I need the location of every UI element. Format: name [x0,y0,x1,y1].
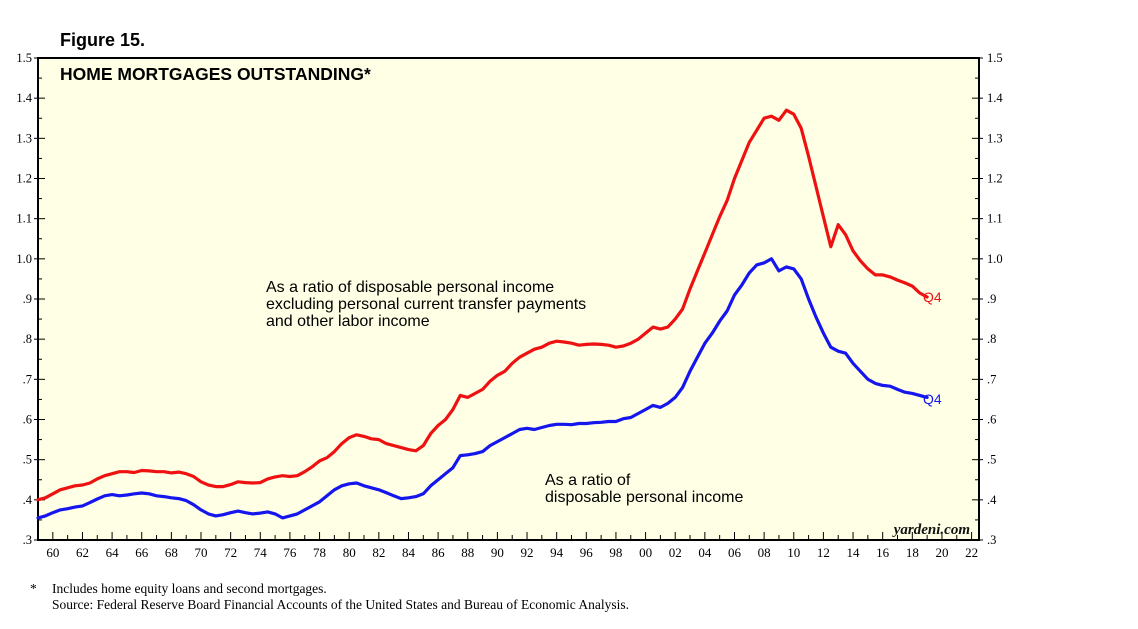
x-tick-label: 08 [758,545,771,560]
footnote-source: Source: Federal Reserve Board Financial … [52,597,629,612]
red-series-label-line-3: and other labor income [266,313,430,330]
x-tick-label: 04 [698,545,712,560]
x-tick-label: 94 [550,545,564,560]
y-axis-left-labels: .3 .4 .5 .6 .7 .8 .9 1.0 1.1 1.2 1.3 1.4 1.5 [16,51,32,547]
x-tick-label: 90 [491,545,504,560]
y-tick-label-left: 1.3 [16,131,32,145]
figure-label: Figure 15. [60,30,146,50]
red-series-label-line-2: excluding personal current transfer paym… [266,296,586,313]
x-tick-label: 14 [847,545,861,560]
blue-series-label-line-2: disposable personal income [545,489,743,506]
y-tick-label-left: .3 [23,533,32,547]
red-series-label: As a ratio of disposable personal income… [266,279,591,330]
y-tick-label-left: .5 [23,453,32,467]
x-tick-label: 68 [165,545,178,560]
y-tick-label-right: 1.2 [987,172,1003,186]
blue-series-label-line-1: As a ratio of [545,472,631,489]
x-tick-label: 64 [106,545,120,560]
red-series-label-line-1: As a ratio of disposable personal income [266,279,554,296]
left-tick-marks [34,57,45,541]
y-tick-label-left: 1.1 [16,212,32,226]
y-tick-label-right: 1.0 [987,252,1003,266]
x-tick-label: 80 [343,545,356,560]
right-tick-marks [972,57,983,541]
x-tick-label: 72 [224,545,237,560]
y-tick-label-left: .6 [23,413,32,427]
x-tick-label: 96 [580,545,594,560]
x-tick-label: 98 [609,545,622,560]
x-tick-label: 60 [46,545,59,560]
y-tick-label-right: 1.3 [987,131,1003,145]
x-tick-label: 82 [372,545,385,560]
y-tick-label-right: .7 [987,372,996,386]
x-tick-label: 18 [906,545,919,560]
x-tick-label: 16 [876,545,890,560]
y-tick-label-right: .3 [987,533,996,547]
footnote: * Includes home equity loans and second m… [30,581,629,613]
y-tick-label-left: .4 [23,493,33,507]
series-line-red [36,108,929,502]
x-tick-label: 66 [135,545,149,560]
footnote-note: Includes home equity loans and second mo… [52,581,327,596]
y-tick-label-right: 1.4 [987,91,1003,105]
y-axis-right-labels: .3 .4 .5 .6 .7 .8 .9 1.0 1.1 1.2 1.3 1.4 1.5 [987,51,1003,547]
x-tick-label: 92 [521,545,534,560]
x-tick-label: 84 [402,545,416,560]
x-tick-label: 10 [787,545,800,560]
y-tick-label-left: .9 [23,292,32,306]
chart: .3 .4 .5 .6 .7 .8 .9 1.0 1.1 1.2 1.3 1.4 1.5 .3 .4 .5.… [16,51,1003,560]
chart-title: HOME MORTGAGES OUTSTANDING* [60,64,371,84]
x-tick-label: 88 [461,545,474,560]
y-tick-label-left: 1.4 [16,91,32,105]
series-lines [36,108,929,520]
x-tick-label: 06 [728,545,742,560]
y-tick-label-left: .7 [23,372,32,386]
y-tick-label-right: .4 [987,493,997,507]
red-end-label: Q4 [923,289,942,305]
x-tick-label: 86 [432,545,446,560]
y-tick-label-right: .6 [987,413,996,427]
watermark: yardeni.com [892,522,970,538]
x-axis-labels: 60 62 64 66 68 70 72 74 76 78 80 82 84 86 88 90 92 94 96 98… [46,545,978,560]
bottom-tick-marks [37,532,973,540]
series-line-blue [36,257,929,520]
y-tick-label-left: 1.0 [16,252,32,266]
y-tick-label-right: .9 [987,292,996,306]
x-tick-label: 00 [639,545,652,560]
blue-series-label: As a ratio of disposable personal income [545,472,743,506]
footnote-note-line: * Includes home equity loans and second m… [30,581,629,597]
x-tick-label: 22 [965,545,978,560]
y-tick-label-right: 1.1 [987,212,1003,226]
x-tick-label: 12 [817,545,830,560]
x-tick-label: 76 [283,545,297,560]
x-tick-label: 20 [935,545,948,560]
y-tick-label-left: 1.5 [16,51,32,65]
footnote-marker: * [30,581,37,596]
blue-end-label: Q4 [923,391,942,407]
x-tick-label: 02 [669,545,682,560]
y-tick-label-left: 1.2 [16,172,32,186]
y-tick-label-right: .5 [987,453,996,467]
x-tick-label: 62 [76,545,89,560]
y-tick-label-right: .8 [987,332,996,346]
x-tick-label: 70 [195,545,208,560]
y-tick-label-left: .8 [23,332,32,346]
x-tick-label: 74 [254,545,268,560]
x-tick-label: 78 [313,545,326,560]
y-tick-label-right: 1.5 [987,51,1003,65]
